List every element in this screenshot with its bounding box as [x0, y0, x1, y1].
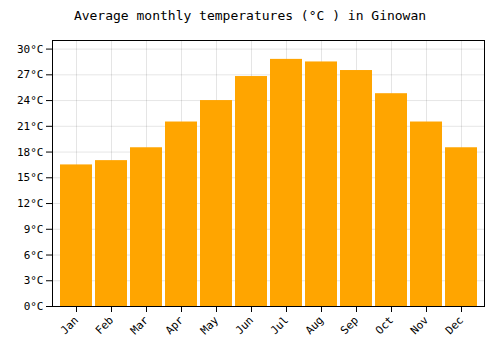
svg-text:Jul: Jul: [268, 314, 291, 337]
svg-text:Nov: Nov: [408, 313, 432, 337]
html-text:Average monthly temperatures (: Average monthly temperatures (°C ) in Gi…: [73, 8, 427, 23]
svg-text:15°C: 15°C: [17, 171, 44, 184]
svg-text:9°C: 9°C: [24, 223, 44, 236]
svg-text:12°C: 12°C: [17, 197, 44, 210]
svg-text:Sep: Sep: [338, 314, 361, 337]
svg-text:Dec: Dec: [443, 314, 466, 337]
svg-text:27°C: 27°C: [17, 68, 44, 81]
svg-text:Oct: Oct: [373, 314, 396, 337]
svg-text:30°C: 30°C: [17, 43, 44, 56]
svg-text:Aug: Aug: [303, 314, 326, 337]
svg-text:Jun: Jun: [233, 314, 256, 337]
svg-text:6°C: 6°C: [24, 249, 44, 262]
svg-text:0°C: 0°C: [24, 300, 44, 313]
svg-text:May: May: [198, 313, 222, 337]
svg-text:Apr: Apr: [163, 313, 187, 337]
svg-text:21°C: 21°C: [17, 120, 44, 133]
svg-text:3°C: 3°C: [24, 274, 44, 287]
svg-text:24°C: 24°C: [17, 94, 44, 107]
svg-text:Feb: Feb: [93, 314, 116, 337]
svg-text:18°C: 18°C: [17, 146, 44, 159]
svg-text:Jan: Jan: [58, 314, 81, 337]
svg-text:Mar: Mar: [128, 313, 152, 337]
